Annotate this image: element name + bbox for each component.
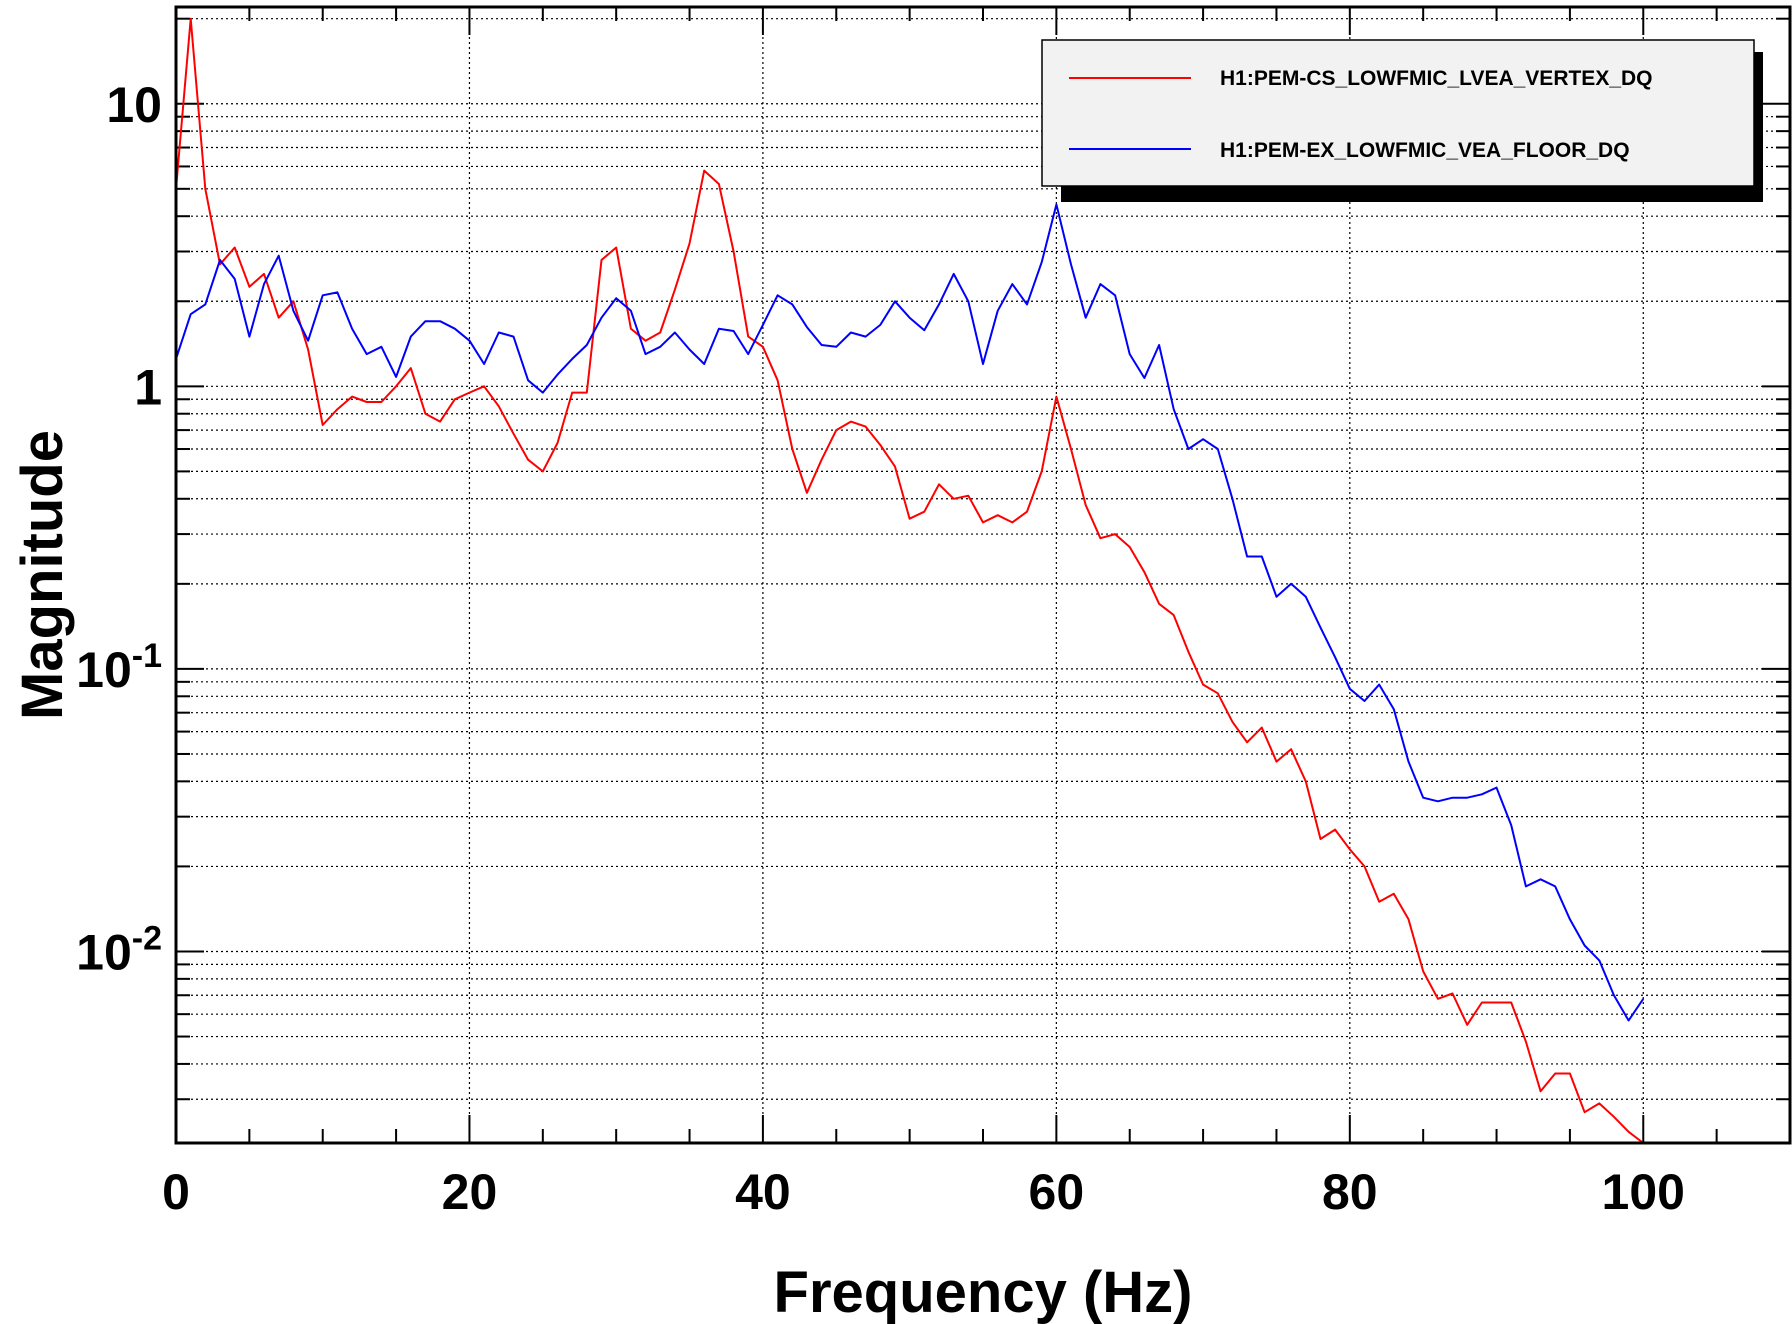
series-line-vea-floor [175,203,1645,1022]
y-tick-label: 10-2 [76,919,162,980]
y-axis-title: Magnitude [10,430,75,720]
x-tick-label: 0 [162,1164,190,1220]
legend-box [1041,39,1755,187]
x-tick-label: 100 [1602,1164,1685,1220]
y-tick-label: 10-1 [76,637,162,698]
series-lines [175,17,1645,1144]
x-tick-label: 40 [735,1164,791,1220]
x-axis-title: Frequency (Hz) [774,1260,1193,1324]
plot-frame [174,5,1792,1145]
x-tick-labels: 0 20 40 60 80 100 [162,1164,1685,1220]
y-tick-label: 1 [134,359,162,415]
legend: H1:PEM-CS_LOWFMIC_LVEA_VERTEX_DQ H1:PEM-… [1041,39,1763,202]
axis-ticks [175,7,1791,1143]
x-tick-label: 20 [442,1164,498,1220]
y-tick-label: 10 [106,77,162,133]
x-tick-label: 60 [1029,1164,1085,1220]
series-line-lvea-vertex [175,17,1644,1144]
x-tick-label: 80 [1322,1164,1378,1220]
legend-label-vea-floor: H1:PEM-EX_LOWFMIC_VEA_FLOOR_DQ [1220,139,1630,162]
y-tick-labels: 10 1 10-1 10-2 [76,77,162,981]
legend-label-lvea-vertex: H1:PEM-CS_LOWFMIC_LVEA_VERTEX_DQ [1220,67,1653,90]
